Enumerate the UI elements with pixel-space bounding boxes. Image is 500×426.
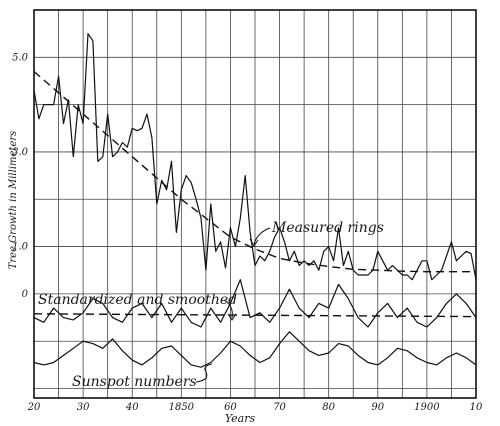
x-tick-labels: 20 30 40 1850 60 70 80 90 1900 10 xyxy=(27,402,483,413)
measured-rings-arrowhead xyxy=(249,238,259,247)
x-tick-label: 20 xyxy=(27,402,41,413)
series-line-measured-rings xyxy=(33,33,477,281)
standardized-pointer xyxy=(223,299,233,319)
y-tick-label: 5.0 xyxy=(12,52,29,63)
measured-rings-label: Measured rings xyxy=(271,220,384,236)
x-tick-label: 40 xyxy=(125,402,139,413)
x-tick-label: 30 xyxy=(77,402,90,413)
y-tick-labels: 5.0 3.0 1.0 0 xyxy=(12,52,29,300)
x-tick-label: 80 xyxy=(322,402,335,413)
y-tick-label: 0 xyxy=(22,289,29,300)
x-tick-label: 70 xyxy=(273,402,286,413)
plot-frame xyxy=(33,9,477,399)
grid xyxy=(34,10,476,398)
series-line-dashed-mean xyxy=(33,313,477,318)
series-group xyxy=(33,33,477,368)
x-tick-label: 1900 xyxy=(414,402,440,413)
measured-rings-pointer xyxy=(253,227,271,245)
x-tick-label: 1850 xyxy=(169,402,195,413)
x-tick-label: 10 xyxy=(470,402,483,413)
standardized-smoothed-label: Standardized and smoothed xyxy=(38,292,237,308)
x-tick-label: 60 xyxy=(224,402,237,413)
series-line-trend xyxy=(33,70,476,273)
y-axis-label: Tree Growth in Millimeters xyxy=(8,131,19,270)
sunspot-numbers-label: Sunspot numbers xyxy=(72,374,197,390)
sunspot-pointer xyxy=(195,363,213,383)
x-axis-label: Years xyxy=(225,412,256,425)
y-tick-label: 1.0 xyxy=(12,242,29,253)
series-line-sunspot-numbers xyxy=(33,331,477,368)
x-tick-label: 90 xyxy=(371,402,384,413)
standardized-arrowhead xyxy=(227,313,237,321)
y-tick-label: 3.0 xyxy=(12,147,29,158)
